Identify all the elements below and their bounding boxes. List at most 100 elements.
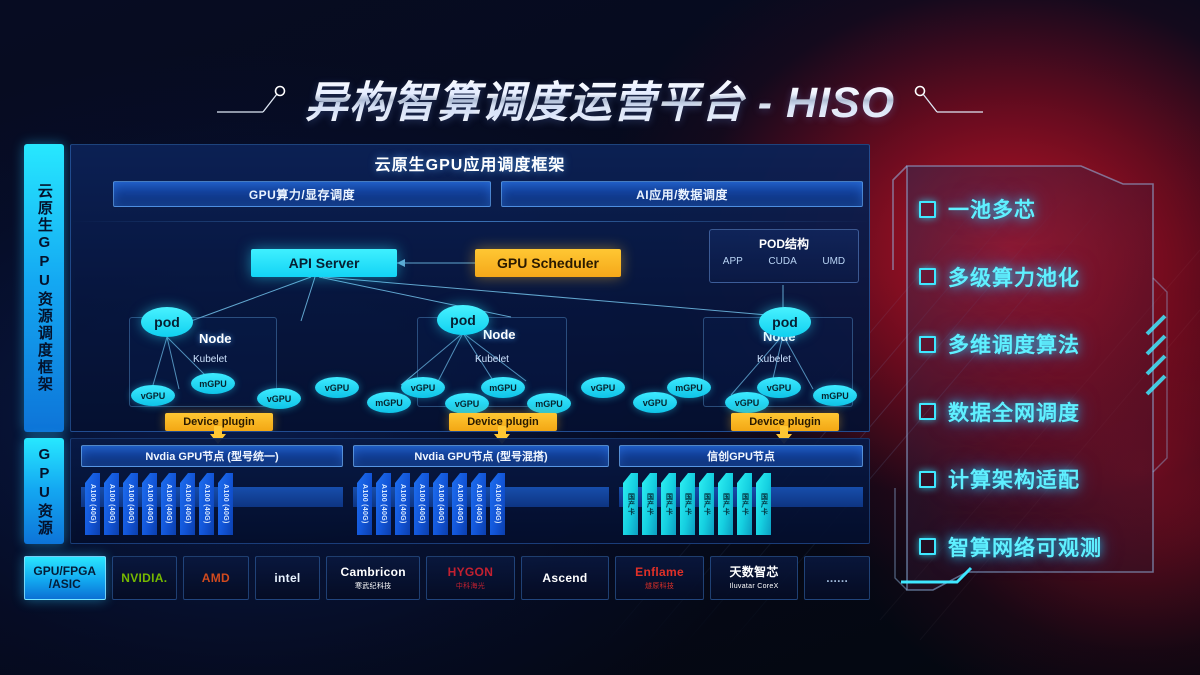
feature-list-item-label: 一池多芯 — [948, 199, 1036, 222]
pod-ellipse-3[interactable]: pod — [759, 307, 811, 337]
vendor-logo-cell[interactable]: ...... — [804, 556, 870, 600]
gpu-card[interactable]: A100 (40G) — [142, 473, 157, 535]
device-plugin-3[interactable]: Device plugin — [731, 413, 839, 431]
gpu-scheduler-box[interactable]: GPU Scheduler — [475, 249, 621, 277]
gpu-card[interactable]: A100 (40G) — [395, 473, 410, 535]
side-label-gpu-resources: GPU资源 — [24, 438, 64, 544]
vendor-logo-cell[interactable]: 天数智芯 Iluvatar CoreX — [709, 556, 799, 600]
pod-structure-card: POD结构 APP CUDA UMD — [709, 229, 859, 283]
gpu-card[interactable]: 国产卡 — [756, 473, 771, 535]
pod-structure-item-cuda: CUDA — [768, 256, 797, 267]
gpu-ellipse-free-1[interactable]: vGPU — [315, 377, 359, 398]
gpu-card[interactable]: 国产卡 — [680, 473, 695, 535]
gpu-node-bar-2[interactable]: Nvdia GPU节点 (型号混搭) — [353, 445, 609, 467]
gpu-card-strip-2: A100 (40G) A100 (40G) A100 (40G) A100 (40G)… — [357, 473, 505, 535]
vendor-logo: ...... — [826, 572, 848, 585]
gpu-card-face — [756, 473, 771, 535]
gpu-card-face — [180, 473, 195, 535]
device-plugin-2[interactable]: Device plugin — [449, 413, 557, 431]
gpu-card[interactable]: A100 (40G) — [433, 473, 448, 535]
gpu-card[interactable]: A100 (40G) — [180, 473, 195, 535]
gpu-card[interactable]: 国产卡 — [661, 473, 676, 535]
gpu-card[interactable]: A100 (40G) — [85, 473, 100, 535]
title-right-decoration — [914, 85, 984, 113]
gpu-ellipse-free-2[interactable]: mGPU — [367, 392, 411, 413]
gpu-ellipse-n1-vgpu-a[interactable]: vGPU — [131, 385, 175, 406]
gpu-ellipse-n1-vgpu-b[interactable]: vGPU — [257, 388, 301, 409]
feature-list-item[interactable]: 数据全网调度 — [919, 395, 1169, 429]
pod-ellipse-1[interactable]: pod — [141, 307, 193, 337]
vendor-logo-cell[interactable]: Enflame 燧原科技 — [615, 556, 704, 600]
gpu-card[interactable]: A100 (40G) — [104, 473, 119, 535]
pod-structure-item-app: APP — [722, 256, 743, 267]
gpu-card-label: A100 (40G) — [203, 484, 210, 524]
gpu-card[interactable]: 国产卡 — [623, 473, 638, 535]
gpu-card[interactable]: A100 (40G) — [414, 473, 429, 535]
vendor-logo-subtitle: 寒武纪科技 — [354, 582, 392, 590]
gpu-card[interactable]: A100 (40G) — [471, 473, 486, 535]
capability-bar-gpu-compute[interactable]: GPU算力/显存调度 — [113, 181, 491, 207]
pod-ellipse-2[interactable]: pod — [437, 305, 489, 335]
vendor-logo-name: NVIDIA. — [121, 570, 168, 585]
gpu-card-face — [218, 473, 233, 535]
gpu-ellipse-n2-mgpu-a[interactable]: mGPU — [481, 377, 525, 398]
node-label-2: Node — [483, 327, 516, 342]
feature-list-item[interactable]: 多维调度算法 — [919, 327, 1169, 361]
vendor-logo-cell[interactable]: intel — [254, 556, 321, 600]
gpu-card-face — [623, 473, 638, 535]
node-label-1: Node — [199, 331, 232, 346]
gpu-card-face — [161, 473, 176, 535]
gpu-card-label: A100 (40G) — [494, 484, 501, 524]
vendor-logo-cell[interactable]: NVIDIA. — [111, 556, 178, 600]
feature-list-item[interactable]: 多级算力池化 — [919, 260, 1169, 294]
vendor-row-header-line2: /ASIC — [48, 577, 81, 591]
gpu-ellipse-n2-vgpu-a[interactable]: vGPU — [401, 377, 445, 398]
api-server-box[interactable]: API Server — [251, 249, 397, 277]
vendor-logo-cell[interactable]: Ascend — [520, 556, 610, 600]
gpu-card-face — [699, 473, 714, 535]
gpu-card-face — [471, 473, 486, 535]
gpu-card[interactable]: A100 (40G) — [218, 473, 233, 535]
gpu-ellipse-n1-mgpu[interactable]: mGPU — [191, 373, 235, 394]
gpu-card[interactable]: 国产卡 — [699, 473, 714, 535]
gpu-card-face — [357, 473, 372, 535]
gpu-card[interactable]: 国产卡 — [737, 473, 752, 535]
gpu-ellipse-free-5[interactable]: mGPU — [813, 385, 857, 406]
gpu-node-bar-3-label: 信创GPU节点 — [707, 451, 775, 463]
gpu-ellipse-n3-vgpu-a[interactable]: vGPU — [725, 392, 769, 413]
gpu-card-label: 国产卡 — [760, 493, 768, 515]
gpu-card[interactable]: A100 (40G) — [161, 473, 176, 535]
gpu-ellipse-n2-vgpu-b[interactable]: vGPU — [445, 393, 489, 414]
gpu-ellipse-n3-vgpu-b[interactable]: vGPU — [757, 377, 801, 398]
feature-panel-frame — [892, 165, 1168, 591]
gpu-card[interactable]: A100 (40G) — [357, 473, 372, 535]
feature-highlight-panel: 一池多芯多级算力池化 多维调度算法 数据全网调度 计算架构适配 智算网络可观测 — [885, 158, 1175, 598]
pod-structure-item-umd: UMD — [822, 256, 846, 267]
vendor-logo: 天数智芯 Iluvatar CoreX — [730, 566, 779, 590]
feature-list-item[interactable]: 计算架构适配 — [919, 462, 1169, 496]
gpu-node-bar-3[interactable]: 信创GPU节点 — [619, 445, 863, 467]
device-plugin-1[interactable]: Device plugin — [165, 413, 273, 431]
capability-bar-ai-application[interactable]: AI应用/数据调度 — [501, 181, 863, 207]
gpu-card[interactable]: A100 (40G) — [376, 473, 391, 535]
gpu-card[interactable]: A100 (40G) — [199, 473, 214, 535]
gpu-ellipse-free-3[interactable]: vGPU — [581, 377, 625, 398]
gpu-ellipse-n3-mgpu[interactable]: mGPU — [667, 377, 711, 398]
gpu-card[interactable]: A100 (40G) — [452, 473, 467, 535]
vendor-logo-cell[interactable]: HYGON 中科海光 — [426, 556, 515, 600]
feature-list-item[interactable]: 一池多芯 — [919, 192, 1169, 226]
gpu-card-face — [414, 473, 429, 535]
vendor-logo-cell[interactable]: Cambricon 寒武纪科技 — [326, 556, 421, 600]
gpu-card[interactable]: 国产卡 — [718, 473, 733, 535]
gpu-card[interactable]: 国产卡 — [642, 473, 657, 535]
feature-list-item[interactable]: 智算网络可观测 — [919, 530, 1169, 564]
gpu-card[interactable]: A100 (40G) — [123, 473, 138, 535]
gpu-card-face — [142, 473, 157, 535]
gpu-card[interactable]: A100 (40G) — [490, 473, 505, 535]
gpu-node-bar-1[interactable]: Nvdia GPU节点 (型号统一) — [81, 445, 343, 467]
gpu-ellipse-free-4[interactable]: vGPU — [633, 392, 677, 413]
checkbox-icon — [919, 538, 936, 556]
vendor-logo-subtitle: 中科海光 — [455, 582, 486, 590]
vendor-logo-cell[interactable]: AMD — [183, 556, 249, 600]
gpu-ellipse-n2-mgpu-b[interactable]: mGPU — [527, 393, 571, 414]
